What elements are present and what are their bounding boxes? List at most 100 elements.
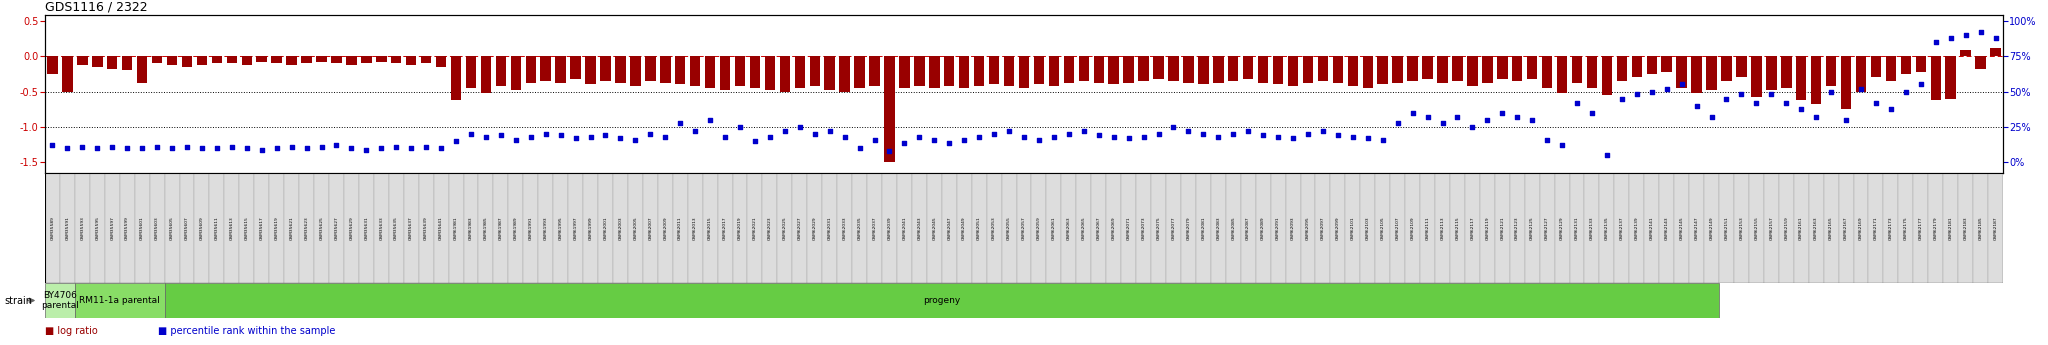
Text: strain: strain	[4, 296, 33, 306]
Point	[1964, 29, 1997, 35]
Text: GSM61989: GSM61989	[514, 216, 518, 240]
Text: GSM35637: GSM35637	[410, 216, 414, 240]
Bar	[780, 56, 791, 91]
Bar	[104, 173, 119, 283]
Text: GSM62075: GSM62075	[1157, 216, 1161, 240]
Bar	[358, 173, 375, 283]
Bar	[1718, 173, 1735, 283]
Bar	[541, 56, 551, 81]
Bar	[942, 173, 956, 283]
Point	[1710, 96, 1743, 101]
Text: GSM62129: GSM62129	[1561, 216, 1565, 240]
Point	[872, 148, 905, 154]
Point	[336, 146, 369, 151]
Point	[573, 134, 606, 140]
Bar	[1915, 56, 1925, 72]
Point	[1487, 110, 1520, 116]
Bar	[1018, 56, 1030, 88]
Bar	[436, 56, 446, 67]
Bar	[1614, 173, 1630, 283]
Bar	[227, 56, 238, 63]
Point	[1741, 100, 1774, 106]
Point	[963, 134, 995, 140]
Text: GSM62147: GSM62147	[1694, 216, 1698, 240]
Point	[319, 142, 352, 148]
Bar	[1184, 56, 1194, 83]
Bar	[911, 173, 928, 283]
Text: GSM35635: GSM35635	[395, 216, 397, 240]
Bar	[1257, 56, 1268, 83]
Bar	[135, 173, 150, 283]
Bar	[1720, 56, 1733, 81]
Bar	[1735, 173, 1749, 283]
Bar	[1737, 56, 1747, 77]
Bar	[76, 173, 90, 283]
Bar	[567, 173, 584, 283]
Bar	[555, 56, 565, 83]
Bar	[840, 56, 850, 91]
Point	[678, 128, 711, 134]
Text: GSM35591: GSM35591	[66, 216, 70, 240]
Point	[1470, 117, 1503, 122]
Bar	[1077, 173, 1092, 283]
Point	[291, 146, 324, 151]
Bar	[1599, 173, 1614, 283]
Bar	[1079, 56, 1090, 81]
Bar	[1153, 56, 1163, 79]
Text: GSM62015: GSM62015	[709, 216, 713, 240]
Bar	[584, 173, 598, 283]
Bar	[1810, 56, 1821, 104]
Bar	[1362, 56, 1372, 88]
Point	[1606, 96, 1638, 101]
Bar	[717, 173, 733, 283]
Point	[1800, 114, 1833, 120]
Bar	[1092, 173, 1106, 283]
Bar	[676, 56, 686, 85]
Bar	[1452, 56, 1462, 81]
Point	[709, 134, 741, 140]
Bar	[825, 56, 836, 90]
Text: GSM62027: GSM62027	[799, 216, 803, 240]
Bar	[1868, 173, 1884, 283]
Text: GSM35613: GSM35613	[229, 216, 233, 240]
Text: GSM62085: GSM62085	[1231, 216, 1235, 240]
Text: GSM62113: GSM62113	[1440, 216, 1444, 240]
Text: GSM62163: GSM62163	[1815, 216, 1819, 240]
Point	[1442, 114, 1475, 120]
Bar	[748, 173, 762, 283]
Bar	[913, 56, 924, 86]
Text: GSM62151: GSM62151	[1724, 216, 1729, 240]
Text: GSM62093: GSM62093	[1290, 216, 1294, 240]
Text: GSM62041: GSM62041	[903, 216, 907, 240]
Bar	[180, 173, 195, 283]
Text: GSM62013: GSM62013	[692, 216, 696, 240]
Bar	[1481, 173, 1495, 283]
Bar	[1106, 173, 1120, 283]
Text: GSM62069: GSM62069	[1112, 216, 1116, 240]
Point	[111, 146, 143, 151]
Bar	[612, 173, 629, 283]
Point	[1950, 32, 1982, 38]
Text: GSM62089: GSM62089	[1262, 216, 1266, 240]
Text: GSM62157: GSM62157	[1769, 216, 1774, 240]
Bar	[944, 56, 954, 86]
Point	[664, 120, 696, 126]
Point	[1337, 134, 1370, 140]
Bar	[59, 173, 76, 283]
Bar	[1032, 173, 1047, 283]
Point	[424, 146, 457, 151]
Point	[1575, 110, 1608, 116]
Bar	[1391, 173, 1405, 283]
Text: GSM35625: GSM35625	[319, 216, 324, 240]
Point	[635, 131, 668, 137]
Bar	[137, 56, 147, 83]
Point	[1112, 136, 1145, 141]
Bar	[750, 56, 760, 88]
Bar	[1855, 56, 1866, 91]
Bar	[672, 173, 688, 283]
Text: GSM35633: GSM35633	[379, 216, 383, 240]
Bar	[360, 56, 371, 63]
Point	[1845, 86, 1878, 91]
Bar	[1690, 173, 1704, 283]
Text: GSM62077: GSM62077	[1171, 216, 1176, 240]
